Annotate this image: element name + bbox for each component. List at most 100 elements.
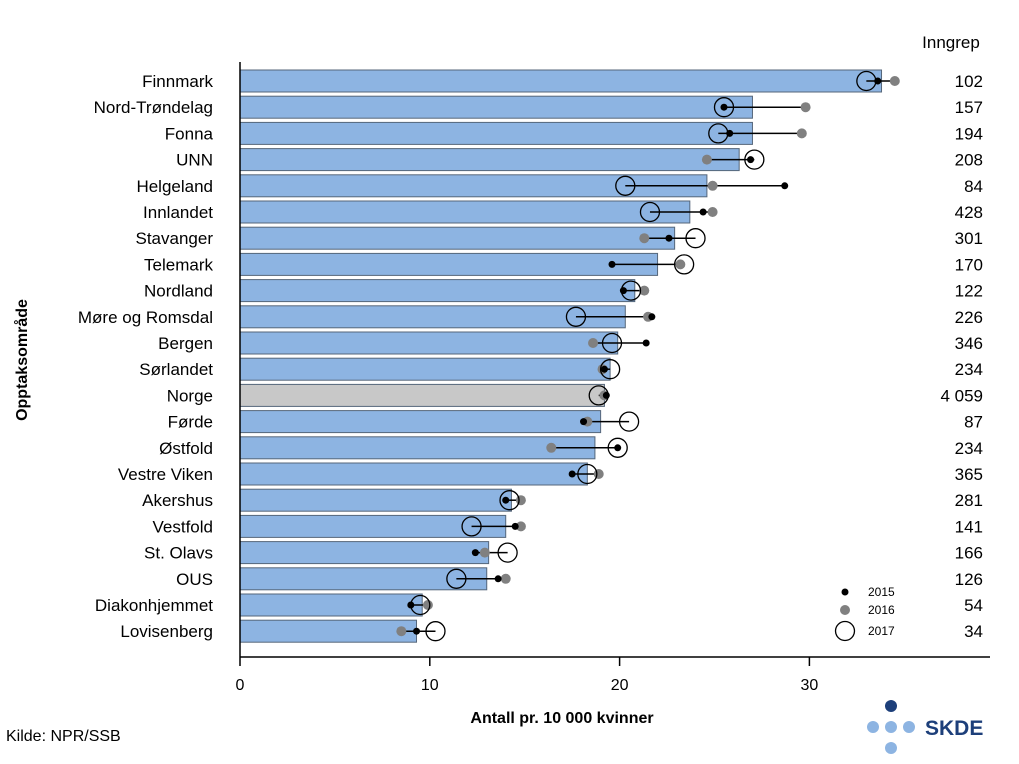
category-label: Finnmark	[142, 72, 213, 91]
category-label: Lovisenberg	[120, 622, 213, 641]
point-2015	[471, 549, 479, 557]
category-label: Nordland	[144, 282, 213, 301]
legend-marker-2017	[834, 620, 856, 642]
point-2015	[494, 575, 502, 583]
count-label: 301	[955, 229, 983, 248]
point-2017	[446, 568, 467, 589]
x-tick-label: 20	[611, 677, 629, 694]
point-2017	[461, 516, 482, 537]
logo-dot	[885, 742, 897, 754]
point-2016	[500, 573, 511, 584]
count-header: Inngrep	[922, 33, 980, 52]
count-label: 34	[964, 622, 983, 641]
point-2015	[699, 208, 707, 216]
legend-label: 2016	[868, 603, 895, 617]
point-2016	[479, 547, 490, 558]
x-ticks: 0 10 20 30	[236, 657, 819, 694]
count-label: 54	[964, 596, 983, 615]
point-2016	[639, 285, 650, 296]
count-label: 170	[955, 255, 983, 274]
point-2015	[614, 444, 622, 452]
logo-dot	[885, 721, 897, 733]
bar	[239, 488, 512, 512]
category-label: Akershus	[142, 491, 213, 510]
category-label: St. Olavs	[144, 544, 213, 563]
point-2015	[511, 522, 519, 530]
count-label: 234	[955, 360, 983, 379]
point-2016	[515, 495, 526, 506]
legend-marker-2016	[840, 605, 850, 615]
count-label: 87	[964, 413, 983, 432]
point-2015	[781, 182, 789, 190]
point-2016	[396, 626, 407, 637]
count-label: 281	[955, 491, 983, 510]
category-label: Østfold	[159, 439, 213, 458]
source-note: Kilde: NPR/SSB	[6, 728, 121, 745]
count-label: 102	[955, 72, 983, 91]
bar	[239, 226, 676, 250]
category-label: Fonna	[165, 124, 214, 143]
point-2015	[580, 418, 588, 426]
category-label: Førde	[168, 413, 213, 432]
category-label: Helgeland	[136, 177, 213, 196]
point-2016	[675, 259, 686, 270]
count-label: 428	[955, 203, 983, 222]
count-label: 234	[955, 439, 983, 458]
point-2017	[713, 97, 735, 118]
x-tick-label: 30	[801, 677, 819, 694]
count-label: 208	[955, 151, 983, 170]
logo-text: SKDE	[925, 717, 983, 740]
category-label: Vestre Viken	[118, 465, 213, 484]
count-label: 157	[955, 98, 983, 117]
legend-label: 2017	[868, 624, 895, 638]
category-label: Bergen	[158, 334, 213, 353]
point-2017	[607, 437, 628, 458]
category-label: Diakonhjemmet	[95, 596, 213, 615]
point-2017	[577, 463, 598, 485]
point-2017	[601, 332, 623, 354]
point-2015	[608, 260, 616, 268]
point-2016	[639, 233, 650, 244]
bar	[239, 95, 753, 119]
bar	[239, 462, 588, 486]
count-labels: 102 157 194 208 84 428 301 170 122 226 346 234 4 059…	[940, 72, 983, 641]
category-label: Nord-Trøndelag	[94, 98, 213, 117]
point-2015	[502, 496, 510, 504]
point-2015	[747, 156, 755, 164]
logo-dot	[903, 721, 915, 733]
bar	[239, 69, 883, 93]
point-2016	[546, 442, 557, 453]
point-2017	[599, 359, 621, 380]
point-2016	[588, 338, 599, 348]
point-2016	[707, 207, 718, 217]
point-2017	[410, 594, 431, 616]
count-label: 194	[955, 124, 983, 143]
legend-label: 2015	[868, 585, 895, 599]
point-2016	[889, 76, 900, 86]
point-2017	[685, 228, 706, 249]
point-2015	[413, 627, 421, 635]
count-label: 4 059	[940, 386, 983, 405]
bar	[239, 383, 605, 407]
bar	[239, 200, 691, 224]
bar	[239, 121, 753, 145]
x-tick-label: 10	[421, 677, 439, 694]
bar	[239, 357, 611, 381]
point-2017	[497, 542, 518, 563]
bar	[239, 541, 490, 565]
y-axis-title: Opptaksområde	[13, 299, 31, 421]
point-2016	[701, 154, 712, 165]
point-2017	[618, 411, 640, 432]
logo-dot	[885, 700, 897, 712]
category-label: Innlandet	[143, 203, 213, 222]
point-2017	[744, 149, 765, 170]
point-2017	[856, 70, 877, 92]
point-2015	[665, 234, 673, 242]
category-label: Møre og Romsdal	[78, 308, 213, 327]
logo-dot	[867, 721, 879, 733]
point-2017	[673, 254, 695, 275]
count-label: 346	[955, 334, 983, 353]
bar	[239, 279, 636, 303]
category-label: Telemark	[144, 255, 213, 274]
